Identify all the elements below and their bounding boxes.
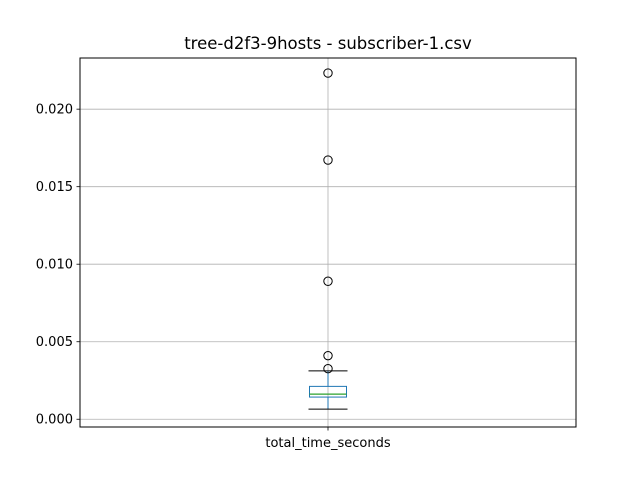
y-axis: 0.000 0.005 0.010 0.015 0.020	[36, 103, 80, 428]
y-tick-label: 0.005	[36, 335, 73, 350]
grid-layer	[80, 58, 576, 427]
x-axis: total_time_seconds	[265, 427, 391, 451]
y-tick-label: 0.000	[36, 413, 73, 428]
y-tick-label: 0.010	[36, 258, 73, 273]
outlier-point	[323, 68, 333, 78]
iqr-box	[309, 385, 347, 398]
outlier-point	[323, 155, 333, 165]
x-tick-label: total_time_seconds	[265, 436, 390, 451]
box-layer	[308, 68, 348, 410]
plot-frame	[79, 57, 577, 428]
chart-title: tree-d2f3-9hosts - subscriber-1.csv	[184, 34, 472, 53]
y-tick-label: 0.020	[36, 103, 73, 118]
y-tick-label: 0.015	[36, 180, 73, 195]
outlier-point	[323, 364, 333, 374]
outlier-point	[323, 350, 333, 361]
outlier-point	[323, 276, 333, 286]
